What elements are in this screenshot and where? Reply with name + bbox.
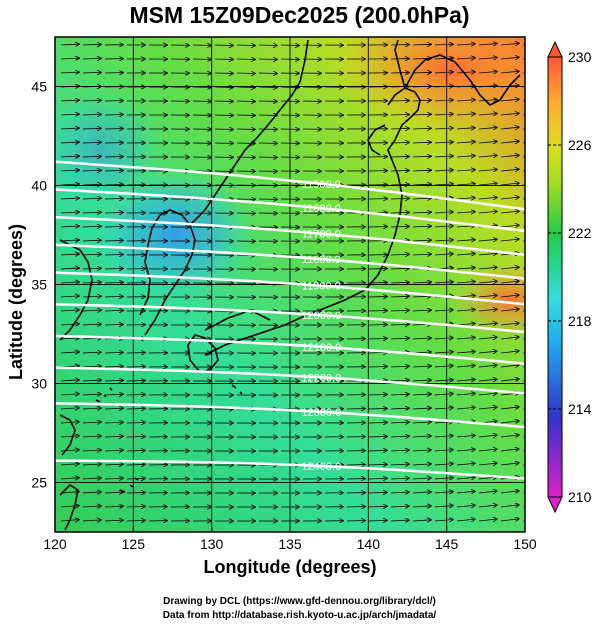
contour-label: 12400.0 [301,461,341,473]
x-tick-label: 135 [278,536,302,552]
y-tick-label: 45 [31,79,47,95]
credit-drawing: Drawing by DCL (https://www.gfd-dennou.o… [163,596,436,607]
colorbar-tick-label: 210 [568,489,592,505]
map-title: MSM 15Z09Dec2025 (200.0hPa) [129,2,470,28]
contour-label: 12000.0 [301,310,341,322]
contour-line [55,271,525,306]
credit-data: Data from http://database.rish.kyoto-u.a… [162,610,437,621]
y-axis-ticks: 25 30 35 40 45 [31,79,61,491]
height-contours: 11500.0 11600.0 11700.0 11800.0 11900.0 12000… [55,160,525,480]
colorbar-max-arrow [547,40,563,58]
contour-label: 11700.0 [302,229,341,241]
contour-label: 11600.0 [302,203,341,215]
contour-line [55,303,525,334]
contour-line [55,459,525,480]
colorbar-tick-label: 218 [568,313,592,329]
cool-region [95,170,255,300]
contour-line [55,402,525,429]
contour-line [55,243,525,280]
colorbar-tick-label: 214 [568,401,592,417]
warm-region-north [330,37,525,130]
contour-label: 12300.0 [301,407,341,419]
contour-label: 12100.0 [301,342,341,354]
x-tick-label: 120 [43,536,67,552]
y-tick-label: 25 [31,475,47,491]
contour-label: 11900.0 [302,281,341,293]
contour-line [55,334,525,365]
contour-label: 12200.0 [301,372,341,384]
y-tick-label: 40 [31,178,47,194]
colorbar-tick-label: 226 [568,137,592,153]
colorbar: 210 214 218 222 226 230 [547,40,592,514]
colorbar-tick-label: 222 [568,225,592,241]
contour-line [55,366,525,395]
contour-label: 11500.0 [302,179,341,191]
x-tick-label: 150 [513,536,537,552]
colorbar-min-arrow [547,496,563,514]
x-axis-label: Longitude (degrees) [203,557,377,577]
x-tick-label: 145 [435,536,459,552]
colorbar-tick-label: 230 [568,49,592,65]
contour-line [55,215,525,257]
y-tick-label: 35 [31,277,47,293]
x-tick-label: 130 [200,536,224,552]
contour-label: 11800.0 [302,254,341,266]
x-tick-label: 140 [357,536,381,552]
contour-line [55,160,525,211]
x-tick-label: 125 [122,536,146,552]
x-axis-ticks: 120 125 130 135 140 145 150 [43,526,537,552]
contour-line [55,188,525,233]
y-axis-label: Latitude (degrees) [6,223,26,380]
y-tick-label: 30 [31,376,47,392]
